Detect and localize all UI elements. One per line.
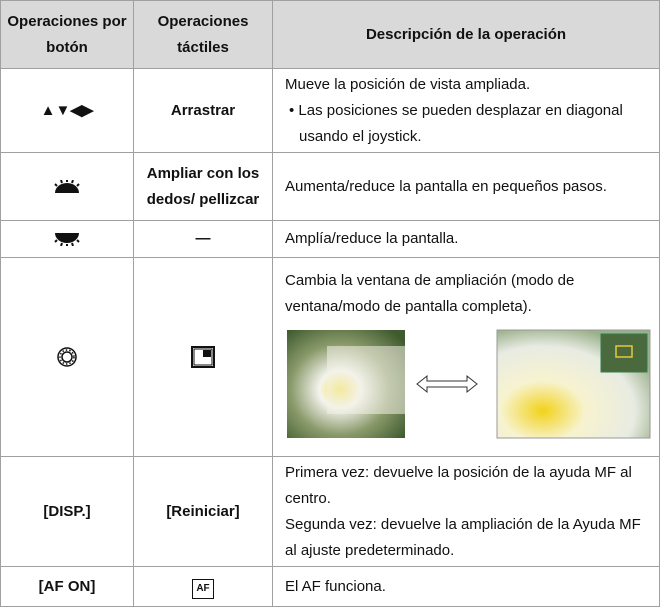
header-cell: Operaciones por botón bbox=[0, 0, 134, 69]
desc-cell: Cambia la ventana de ampliación (modo de… bbox=[272, 257, 660, 457]
desc-cell: Amplía/reduce la pantalla. bbox=[272, 220, 660, 258]
touch-cell: AF bbox=[133, 566, 273, 607]
touch-cell bbox=[133, 257, 273, 457]
illustration bbox=[287, 329, 651, 439]
desc-cell: El AF funciona. bbox=[272, 566, 660, 607]
touch-cell: [Reiniciar] bbox=[133, 456, 273, 567]
row: [AF ON] AF El AF funciona. bbox=[0, 566, 660, 607]
touch-cell: — bbox=[133, 220, 273, 258]
button-cell: [AF ON] bbox=[0, 566, 134, 607]
button-cell: ▲▼◀▶ bbox=[0, 68, 134, 153]
desc: Mueve la posición de vista ampliada. bbox=[285, 75, 531, 93]
dial-icon bbox=[54, 179, 80, 193]
row: — Amplía/reduce la pantalla. bbox=[0, 220, 660, 258]
desc: Cambia la ventana de ampliación (modo de… bbox=[285, 272, 575, 315]
header-cell: Descripción de la operación bbox=[272, 0, 660, 69]
button-cell bbox=[0, 152, 134, 221]
af-icon: AF bbox=[192, 578, 214, 599]
window-icon bbox=[191, 346, 215, 368]
desc-cell: Mueve la posición de vista ampliada. • La… bbox=[272, 68, 660, 153]
touch-cell: Arrastrar bbox=[133, 68, 273, 153]
row: Ampliar con los dedos/ pellizcar Aumenta… bbox=[0, 152, 660, 221]
row: [DISP.] [Reiniciar] Primera vez: devuelv… bbox=[0, 456, 660, 567]
button-cell: [DISP.] bbox=[0, 456, 134, 567]
touch-cell: Ampliar con los dedos/ pellizcar bbox=[133, 152, 273, 221]
desc: Las posiciones se pueden desplazar en di… bbox=[298, 101, 623, 145]
desc-cell: Primera vez: devuelve la posición de la … bbox=[272, 456, 660, 567]
desc: Segunda vez: devuelve la ampliación de l… bbox=[285, 515, 641, 559]
dial-icon bbox=[54, 233, 80, 246]
control-dial-icon bbox=[57, 347, 77, 367]
header-cell: Operaciones táctiles bbox=[133, 0, 273, 69]
row: Cambia la ventana de ampliación (modo de… bbox=[0, 257, 660, 457]
button-cell bbox=[0, 220, 134, 258]
bullet: • Las posiciones se pueden desplazar en … bbox=[289, 101, 623, 145]
header-row: Operaciones por botón Operaciones táctil… bbox=[0, 0, 660, 69]
desc-cell: Aumenta/reduce la pantalla en pequeños p… bbox=[272, 152, 660, 221]
button-cell bbox=[0, 257, 134, 457]
desc: Primera vez: devuelve la posición de la … bbox=[285, 463, 632, 507]
row: ▲▼◀▶ Arrastrar Mueve la posición de vist… bbox=[0, 68, 660, 153]
